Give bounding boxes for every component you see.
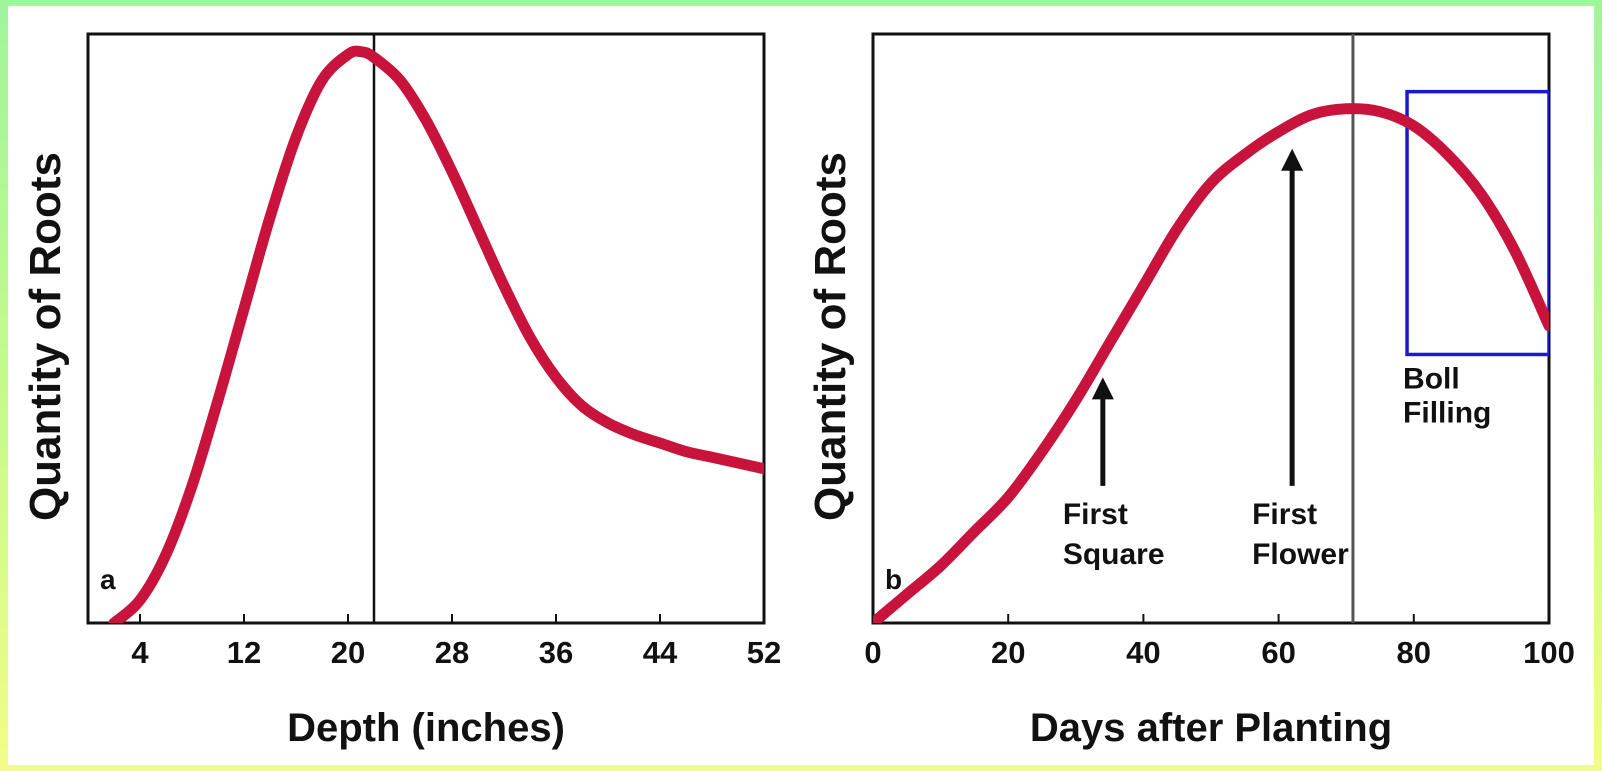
annotation-label: First	[1252, 498, 1317, 531]
annotation-arrowhead	[1281, 148, 1304, 171]
x-tick-label: 44	[643, 635, 678, 670]
x-tick-label: 20	[331, 635, 365, 670]
x-tick-label: 20	[991, 635, 1025, 670]
x-tick-label: 60	[1261, 635, 1295, 670]
annotation-label: Flower	[1252, 538, 1349, 571]
region-label: Boll	[1403, 362, 1460, 395]
panel-b-chart: 0 20 40 60 80 100 Days after Planting Quantity …	[806, 32, 1575, 750]
x-axis-title: Days after Planting	[1030, 706, 1392, 750]
x-tick-label: 80	[1397, 635, 1431, 670]
root-growth-figure: 4 12 20 28 36 44 52 Depth (inches) Quantity of R…	[21, 32, 1575, 750]
panel-a-frame	[86, 32, 766, 625]
x-tick-label: 40	[1126, 635, 1160, 670]
root-quantity-curve	[873, 103, 1549, 623]
x-tick-label: 28	[435, 635, 469, 670]
x-tick-label: 36	[539, 635, 573, 670]
x-tick-label: 52	[747, 635, 781, 670]
panel-letter: a	[100, 564, 116, 595]
x-tick-label: 0	[864, 635, 881, 670]
panel-a-chart: 4 12 20 28 36 44 52 Depth (inches) Quantity of R…	[21, 32, 781, 750]
panel-letter: b	[885, 564, 902, 595]
y-axis-title: Quantity of Roots	[21, 152, 70, 521]
annotation-label: Square	[1063, 538, 1165, 571]
y-axis-title: Quantity of Roots	[806, 152, 855, 521]
root-quantity-curve	[108, 45, 764, 623]
x-axis-title: Depth (inches)	[287, 706, 565, 750]
figure-canvas: 4 12 20 28 36 44 52 Depth (inches) Quantity of R…	[8, 6, 1594, 765]
x-tick-label: 100	[1523, 635, 1575, 670]
x-tick-label: 12	[227, 635, 261, 670]
annotation-label: First	[1063, 498, 1128, 531]
region-label: Filling	[1403, 396, 1491, 429]
x-tick-label: 4	[131, 635, 149, 670]
annotation-arrowhead	[1091, 377, 1114, 400]
boll-filling-region	[1405, 89, 1549, 357]
